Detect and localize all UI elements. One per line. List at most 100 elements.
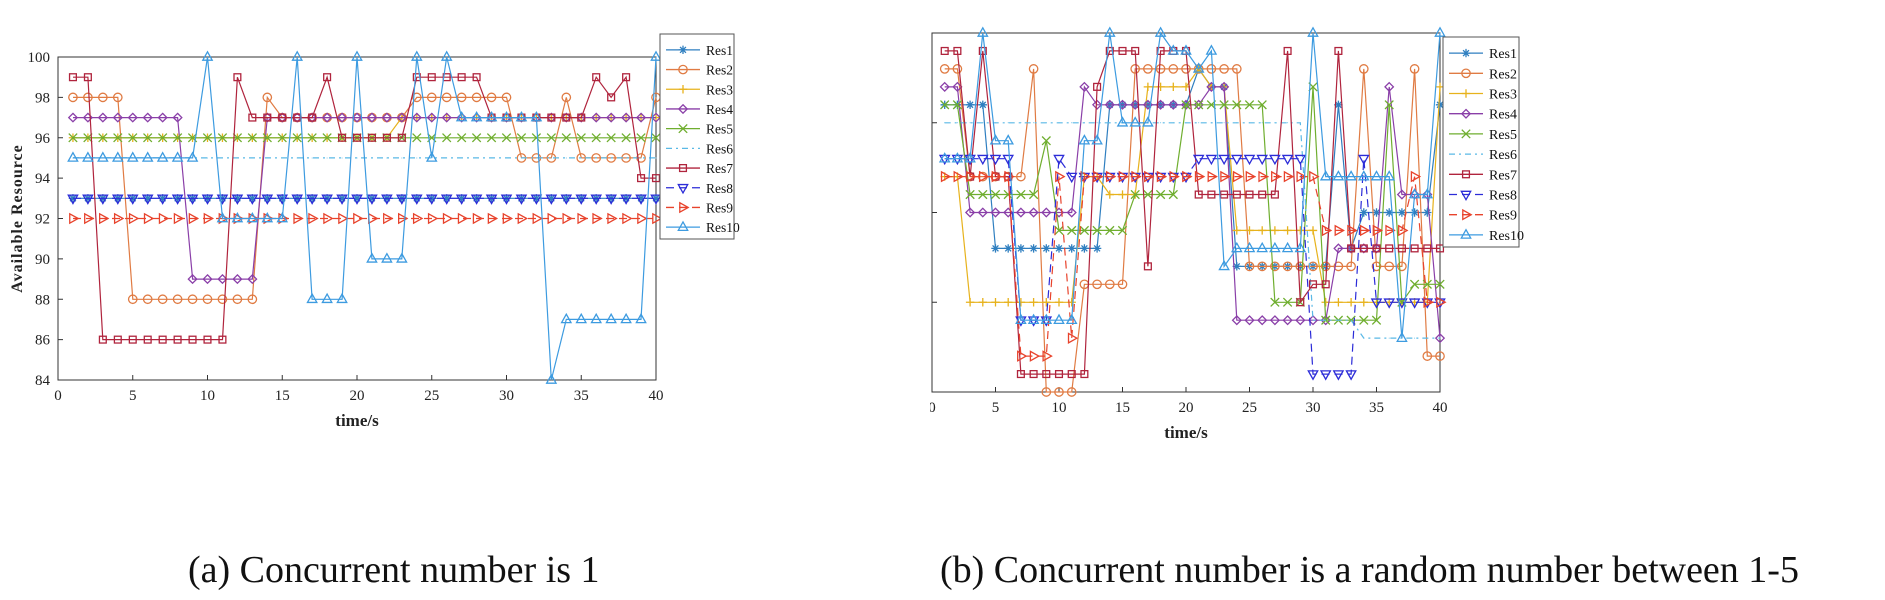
data-point-res2 — [1409, 64, 1420, 74]
legend-label-res8: Res8 — [1489, 189, 1517, 204]
data-point-res7 — [113, 335, 122, 344]
data-point-res5 — [456, 133, 467, 143]
data-point-res8 — [650, 194, 662, 205]
data-point-res8 — [938, 154, 951, 166]
data-point-res7 — [397, 133, 406, 142]
data-point-res2 — [939, 64, 950, 74]
legend-marker-res5 — [678, 123, 688, 134]
data-point-res2 — [1041, 387, 1052, 397]
data-point-res10 — [1408, 188, 1421, 199]
data-point-res8 — [1370, 298, 1383, 309]
chart-panel-a: 0 5 10 15 20 25 30 35 40 84 86 88 90 92 94 96 98 100 time/… — [0, 0, 930, 600]
data-point-res9 — [1080, 170, 1091, 183]
data-point-res7 — [547, 113, 556, 122]
data-point-res6 — [640, 157, 642, 159]
data-point-res7 — [1308, 280, 1318, 289]
data-point-res1 — [367, 194, 377, 203]
data-point-res6 — [1236, 122, 1238, 124]
legend-label-res3: Res3 — [1489, 88, 1517, 103]
data-point-res8 — [156, 194, 169, 205]
data-point-res7 — [1105, 46, 1114, 55]
data-point-res5 — [651, 133, 661, 143]
x-tick-label: 25 — [424, 388, 439, 404]
data-point-res10 — [231, 211, 244, 223]
data-point-res1 — [1359, 208, 1368, 217]
data-point-res7 — [1258, 190, 1267, 199]
legend-label-res10: Res10 — [1489, 229, 1524, 244]
data-point-res8 — [1230, 154, 1243, 166]
data-point-res7 — [83, 73, 92, 82]
data-point-res8 — [1319, 370, 1332, 381]
data-point-res5 — [143, 133, 153, 143]
data-point-res4 — [411, 112, 422, 123]
data-point-res5 — [98, 133, 108, 143]
data-point-res6 — [356, 157, 358, 159]
data-point-res5 — [990, 189, 1001, 200]
data-point-res4 — [172, 112, 183, 123]
data-point-res7 — [637, 174, 646, 183]
series-line-res3 — [944, 67, 1441, 303]
data-point-res8 — [261, 194, 274, 205]
data-point-res8 — [216, 194, 229, 205]
data-point-res4 — [1384, 81, 1395, 92]
data-point-res9 — [1182, 170, 1193, 183]
data-point-res9 — [532, 212, 543, 225]
data-point-res6 — [386, 157, 388, 159]
data-point-res9 — [1042, 350, 1053, 362]
data-point-res4 — [1041, 207, 1052, 218]
data-point-res3 — [1105, 190, 1114, 199]
data-point-res1 — [1232, 262, 1241, 271]
data-point-res6 — [550, 157, 552, 159]
data-point-res4 — [1231, 315, 1242, 326]
legend-marker-res3 — [678, 85, 688, 94]
data-point-res8 — [171, 194, 184, 205]
data-point-res2 — [1117, 279, 1128, 290]
data-point-res5 — [1257, 100, 1267, 110]
data-point-res5 — [606, 133, 616, 143]
data-point-res6 — [341, 157, 343, 159]
data-point-res8 — [1218, 154, 1230, 166]
legend-marker-res2 — [678, 64, 688, 75]
data-point-res9 — [173, 212, 185, 225]
data-point-res4 — [591, 112, 602, 123]
data-point-res1 — [1372, 208, 1381, 217]
data-point-res6 — [580, 157, 582, 159]
series-line-res7 — [944, 50, 1440, 375]
data-point-res10 — [1167, 44, 1180, 55]
series-line-res5 — [944, 86, 1440, 321]
data-point-res5 — [1028, 189, 1039, 200]
data-point-res10 — [425, 151, 438, 162]
data-point-res9 — [1385, 224, 1396, 237]
data-point-res10 — [186, 151, 199, 162]
data-point-res1 — [636, 194, 646, 203]
data-point-res9 — [1118, 170, 1130, 183]
data-point-res5 — [1270, 297, 1280, 307]
data-point-res10 — [470, 111, 483, 122]
data-point-res5 — [1359, 315, 1369, 325]
data-point-res4 — [157, 112, 168, 123]
data-point-res5 — [486, 133, 497, 143]
data-point-res10 — [366, 252, 378, 263]
data-point-res3 — [1016, 298, 1026, 307]
legend-label-res1: Res1 — [706, 43, 733, 58]
data-point-res9 — [1029, 350, 1041, 362]
data-point-res2 — [1333, 261, 1344, 272]
legend-label-res7: Res7 — [706, 161, 733, 176]
data-point-res1 — [1397, 208, 1407, 217]
data-point-res7 — [1435, 244, 1445, 253]
data-point-res1 — [158, 194, 167, 203]
data-point-res5 — [68, 133, 78, 143]
data-point-res1 — [337, 194, 347, 203]
data-point-res4 — [247, 273, 258, 285]
legend-marker-res3 — [1461, 89, 1471, 98]
data-point-res10 — [396, 252, 408, 263]
data-point-res2 — [1155, 64, 1166, 74]
data-point-res6 — [1350, 319, 1352, 321]
data-point-res8 — [515, 194, 528, 205]
data-point-res7 — [367, 133, 376, 142]
data-point-res5 — [940, 100, 950, 110]
series-res7 — [68, 73, 661, 344]
data-point-res7 — [337, 133, 347, 142]
data-point-res6 — [982, 122, 984, 124]
legend-marker-res8 — [1460, 190, 1472, 202]
